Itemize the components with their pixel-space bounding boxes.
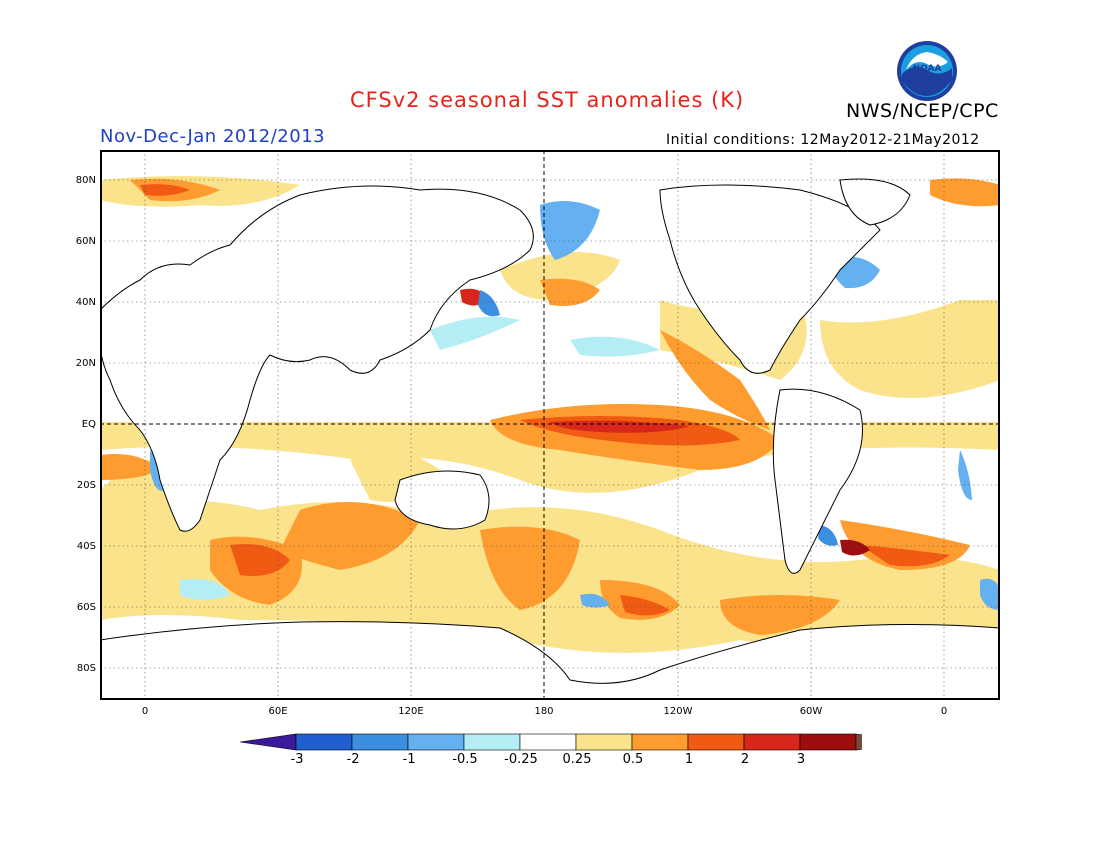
lon-label: 0	[940, 706, 948, 717]
anomaly-orange	[480, 526, 580, 610]
anomaly-mid-blue	[818, 525, 838, 546]
lon-label: 120W	[663, 706, 693, 717]
colorbar-segment	[351, 733, 409, 751]
anomaly-blue	[540, 201, 600, 260]
agency-label: NWS/NCEP/CPC	[846, 100, 999, 122]
colorbar-segment	[519, 733, 577, 751]
sst-anomaly-map	[99, 150, 1001, 701]
logo-text: NOAA	[913, 64, 942, 74]
anomaly-red-orange	[230, 544, 290, 576]
anomaly-blue	[980, 578, 1000, 610]
anomaly-orange	[280, 502, 420, 570]
colorbar-svg	[239, 733, 913, 751]
colorbar-label: 3	[796, 752, 806, 767]
anomaly-red-orange	[620, 595, 670, 616]
lon-label: 120E	[398, 706, 424, 717]
colorbar-arrow-right	[855, 733, 913, 751]
lat-label: 80S	[76, 663, 96, 674]
lon-label: 60E	[268, 706, 288, 717]
season-label: Nov-Dec-Jan 2012/2013	[100, 126, 326, 147]
anomaly-red-orange	[140, 184, 190, 196]
colorbar-segment	[687, 733, 745, 751]
gridlines	[100, 150, 1000, 700]
lat-label: 60S	[76, 602, 96, 613]
anomaly-light-negative	[180, 579, 230, 600]
colorbar	[239, 732, 913, 756]
lon-label: 0	[141, 706, 149, 717]
map-border	[100, 150, 1000, 700]
colorbar-segment	[295, 733, 353, 751]
colorbar-label: -1	[402, 752, 416, 767]
colorbar-label: -0.25	[504, 752, 538, 767]
initial-conditions-label: Initial conditions: 12May2012-21May2012	[666, 132, 980, 148]
south-america-outline	[772, 388, 863, 574]
colorbar-label: -0.5	[452, 752, 478, 767]
lat-label: EQ	[81, 419, 96, 430]
anomaly-red-orange	[860, 545, 950, 567]
greenland-outline	[839, 178, 911, 226]
anomaly-dark-red	[840, 539, 870, 556]
colorbar-arrow-left	[239, 733, 297, 751]
chart-title: CFSv2 seasonal SST anomalies (K)	[350, 88, 745, 112]
anomaly-light-positive	[820, 300, 1000, 398]
north-america-outline	[659, 184, 881, 374]
colorbar-segment	[463, 733, 521, 751]
colorbar-segment	[631, 733, 689, 751]
anomaly-orange	[540, 278, 600, 306]
map-svg	[99, 150, 1001, 701]
colorbar-label: 0.25	[562, 752, 592, 767]
anomaly-light-negative	[570, 336, 660, 357]
colorbar-segment	[799, 733, 857, 751]
lat-label: 60N	[75, 236, 96, 247]
lat-label: 20N	[75, 358, 96, 369]
coastlines	[99, 178, 1001, 701]
anomaly-orange	[720, 595, 840, 635]
colorbar-label: 0.5	[622, 752, 644, 767]
anomaly-orange	[660, 330, 770, 430]
lat-label: 80N	[75, 175, 96, 186]
equator-dateline	[100, 150, 1000, 700]
anomaly-light-negative	[430, 316, 520, 350]
lat-label: 40S	[76, 541, 96, 552]
lon-label: 60W	[799, 706, 823, 717]
lat-label: 40N	[75, 297, 96, 308]
noaa-logo: NOAA	[896, 40, 958, 106]
colorbar-label: -3	[290, 752, 304, 767]
anomaly-shading	[100, 176, 1000, 654]
colorbar-label: -2	[346, 752, 360, 767]
lat-label: 20S	[76, 480, 96, 491]
colorbar-label: 2	[740, 752, 750, 767]
anomaly-blue	[580, 593, 610, 608]
anomaly-orange	[930, 178, 1000, 207]
australia-outline	[394, 470, 490, 530]
anomaly-blue	[958, 450, 972, 500]
lon-label: 180	[534, 706, 554, 717]
colorbar-segment	[575, 733, 633, 751]
anomaly-mid-blue	[478, 290, 500, 317]
eurasia-africa-outline	[99, 185, 534, 532]
colorbar-segment	[407, 733, 465, 751]
colorbar-segment	[743, 733, 801, 751]
colorbar-label: 1	[684, 752, 694, 767]
antarctica-outline	[99, 621, 1001, 701]
